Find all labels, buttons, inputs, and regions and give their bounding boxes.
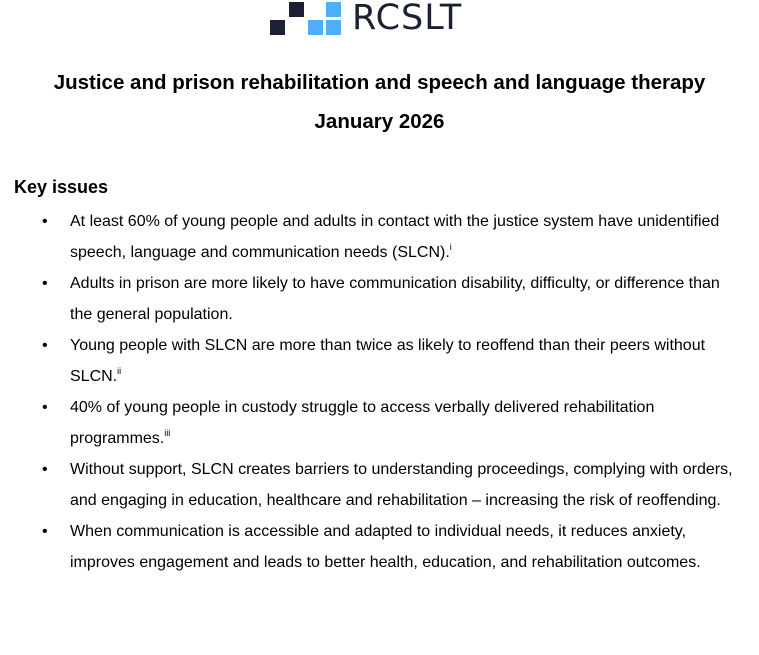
bullet-icon: • xyxy=(42,337,48,354)
rcslt-logo: RCSLT xyxy=(270,0,470,38)
item-text: Without support, SLCN creates barriers t… xyxy=(70,461,733,509)
item-text: When communication is accessible and ada… xyxy=(70,523,701,571)
page-date: January 2026 xyxy=(314,110,445,133)
logo-square xyxy=(289,2,304,17)
bullet-icon: • xyxy=(42,275,48,292)
section-heading: Key issues xyxy=(14,177,109,197)
item-text: Adults in prison are more likely to have… xyxy=(70,275,720,323)
bullet-icon: • xyxy=(42,461,48,478)
logo-square xyxy=(308,20,323,35)
logo-square xyxy=(326,20,341,35)
list-item: • Without support, SLCN creates barriers … xyxy=(0,455,740,516)
item-text: 40% of young people in custody struggle … xyxy=(70,399,655,447)
list-item: • 40% of young people in custody struggle… xyxy=(0,393,740,454)
logo-text: RCSLT xyxy=(352,0,463,38)
bullet-icon: • xyxy=(42,213,48,230)
logo-square xyxy=(326,2,341,17)
item-text: Young people with SLCN are more than twi… xyxy=(70,337,706,385)
list-item: • Adults in prison are more likely to hav… xyxy=(0,269,740,330)
list-item: • Young people with SLCN are more than tw… xyxy=(0,331,740,392)
footnote-ref[interactable]: i xyxy=(449,241,452,252)
item-text: At least 60% of young people and adults … xyxy=(70,213,720,261)
key-issues-list: • At least 60% of young people and adults… xyxy=(0,207,740,579)
logo-square xyxy=(270,20,285,35)
page-title: Justice and prison rehabilitation and sp… xyxy=(53,71,706,94)
list-item: • At least 60% of young people and adults… xyxy=(0,207,740,268)
bullet-icon: • xyxy=(42,523,48,540)
footnote-ref[interactable]: iii xyxy=(164,427,171,438)
list-item: • When communication is accessible and ad… xyxy=(0,517,740,578)
footnote-ref[interactable]: ii xyxy=(117,365,122,376)
bullet-icon: • xyxy=(42,399,48,416)
